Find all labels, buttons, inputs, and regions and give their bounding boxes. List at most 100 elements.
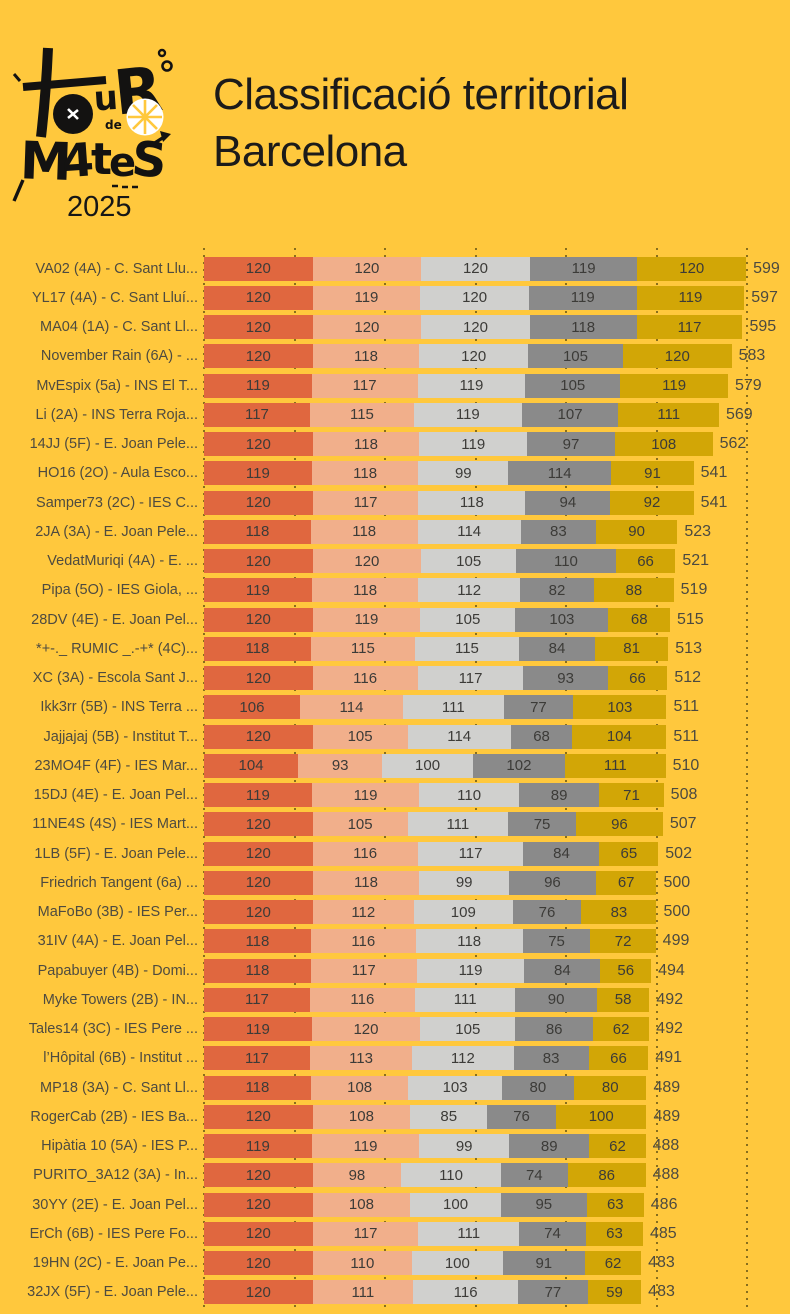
bar-segment-series5[interactable]: 66 [588,1046,649,1071]
bar-segment-series2[interactable]: 115 [309,402,414,427]
row-label[interactable]: Tales14 (3C) - IES Pere ... [28,1021,198,1038]
bar-segment-series2[interactable]: 118 [311,578,419,603]
bar-segment-series2[interactable]: 115 [310,636,415,661]
bar-segment-series2[interactable]: 117 [310,958,417,983]
bar-segment-series4[interactable]: 105 [525,373,621,398]
bar-segment-series4[interactable]: 77 [503,695,574,720]
bar-segment-series2[interactable]: 118 [311,461,419,486]
bar-segment-series1[interactable]: 120 [204,1280,313,1305]
bar-segment-series5[interactable]: 90 [595,519,678,544]
bar-segment-series1[interactable]: 120 [204,432,313,457]
bar-segment-series4[interactable]: 77 [518,1280,588,1305]
bar-segment-series4[interactable]: 95 [500,1192,587,1217]
bar-segment-series2[interactable]: 116 [309,987,415,1012]
bar-segment-series2[interactable]: 112 [312,900,414,925]
bar-segment-series2[interactable]: 117 [312,490,419,515]
bar-segment-series1[interactable]: 120 [204,870,313,895]
bar-segment-series4[interactable]: 102 [472,753,566,778]
bar-segment-series5[interactable]: 111 [618,402,719,427]
bar-segment-series5[interactable]: 111 [565,753,666,778]
bar-segment-series1[interactable]: 118 [204,958,311,983]
bar-segment-series3[interactable]: 120 [420,285,529,310]
bar-segment-series5[interactable]: 59 [587,1280,642,1305]
bar-segment-series2[interactable]: 116 [310,929,416,954]
row-label[interactable]: 19HN (2C) - E. Joan Pe... [32,1255,198,1272]
bar-segment-series3[interactable]: 118 [418,490,526,515]
bar-segment-series4[interactable]: 89 [518,783,600,808]
bar-segment-series3[interactable]: 116 [413,1280,519,1305]
row-label[interactable]: ErCh (6B) - IES Pere Fo... [29,1225,198,1242]
bar-segment-series4[interactable]: 93 [523,666,608,691]
bar-segment-series2[interactable]: 116 [312,666,418,691]
bar-segment-series2[interactable]: 120 [312,549,422,574]
bar-segment-series4[interactable]: 96 [508,870,596,895]
bar-segment-series1[interactable]: 118 [204,1075,311,1100]
bar-segment-series5[interactable]: 63 [585,1221,643,1246]
bar-segment-series2[interactable]: 120 [312,315,422,340]
bar-segment-series1[interactable]: 120 [204,1221,313,1246]
bar-segment-series1[interactable]: 119 [204,578,312,603]
bar-segment-series4[interactable]: 114 [508,461,612,486]
bar-segment-series5[interactable]: 119 [620,373,728,398]
bar-segment-series3[interactable]: 119 [419,432,528,457]
bar-segment-series3[interactable]: 111 [414,987,516,1012]
bar-segment-series4[interactable]: 84 [523,841,600,866]
bar-segment-series1[interactable]: 118 [204,519,311,544]
bar-segment-series4[interactable]: 91 [502,1251,585,1276]
bar-segment-series1[interactable]: 120 [204,490,313,515]
row-label[interactable]: 11NE4S (4S) - IES Mart... [32,816,198,833]
bar-segment-series3[interactable]: 117 [417,666,524,691]
bar-segment-series4[interactable]: 119 [529,256,638,281]
bar-segment-series3[interactable]: 120 [419,344,528,369]
bar-segment-series3[interactable]: 105 [420,607,516,632]
bar-segment-series1[interactable]: 120 [204,666,313,691]
bar-segment-series4[interactable]: 80 [501,1075,575,1100]
row-label[interactable]: MA04 (1A) - C. Sant Ll... [40,319,198,336]
bar-segment-series3[interactable]: 105 [420,1017,516,1042]
bar-segment-series1[interactable]: 120 [204,1192,313,1217]
bar-segment-series2[interactable]: 119 [312,285,421,310]
row-label[interactable]: XC (3A) - Escola Sant J... [32,670,198,687]
bar-segment-series4[interactable]: 97 [527,432,615,457]
bar-segment-series1[interactable]: 118 [204,636,311,661]
bar-segment-series3[interactable]: 110 [401,1163,501,1188]
row-label[interactable]: MP18 (3A) - C. Sant Ll... [40,1079,198,1096]
bar-segment-series3[interactable]: 100 [410,1192,501,1217]
row-label[interactable]: 30YY (2E) - E. Joan Pel... [32,1196,198,1213]
row-label[interactable]: Friedrich Tangent (6a) ... [40,874,198,891]
bar-segment-series3[interactable]: 99 [419,870,509,895]
bar-segment-series1[interactable]: 106 [204,695,300,720]
bar-segment-series4[interactable]: 74 [518,1221,586,1246]
bar-segment-series2[interactable]: 111 [312,1280,414,1305]
bar-segment-series1[interactable]: 120 [204,285,313,310]
bar-segment-series3[interactable]: 118 [415,929,523,954]
bar-segment-series4[interactable]: 105 [527,344,623,369]
row-label[interactable]: Hipàtia 10 (5A) - IES P... [41,1138,198,1155]
bar-segment-series3[interactable]: 105 [421,549,517,574]
bar-segment-series3[interactable]: 99 [418,461,509,486]
row-label[interactable]: Li (2A) - INS Terra Roja... [35,406,198,423]
bar-segment-series2[interactable]: 120 [312,256,422,281]
row-label[interactable]: MaFoBo (3B) - IES Per... [37,904,198,921]
row-label[interactable]: l’Hôpital (6B) - Institut ... [43,1050,198,1067]
bar-segment-series3[interactable]: 119 [413,402,522,427]
bar-segment-series3[interactable]: 120 [421,315,530,340]
bar-segment-series5[interactable]: 96 [575,812,663,837]
bar-segment-series3[interactable]: 85 [410,1104,488,1129]
bar-segment-series4[interactable]: 83 [520,519,596,544]
bar-segment-series1[interactable]: 119 [204,461,312,486]
bar-segment-series2[interactable]: 105 [312,724,408,749]
bar-segment-series4[interactable]: 110 [516,549,616,574]
bar-segment-series5[interactable]: 91 [611,461,694,486]
bar-segment-series5[interactable]: 120 [637,256,747,281]
row-label[interactable]: RogerCab (2B) - IES Ba... [30,1108,198,1125]
bar-segment-series3[interactable]: 119 [416,958,525,983]
bar-segment-series2[interactable]: 118 [312,432,420,457]
bar-segment-series2[interactable]: 118 [312,344,420,369]
bar-segment-series1[interactable]: 104 [204,753,299,778]
bar-segment-series4[interactable]: 84 [524,958,601,983]
bar-segment-series5[interactable]: 67 [595,870,657,895]
bar-segment-series1[interactable]: 119 [204,373,312,398]
row-label[interactable]: 31IV (4A) - E. Joan Pel... [37,933,198,950]
bar-segment-series3[interactable]: 114 [407,724,511,749]
